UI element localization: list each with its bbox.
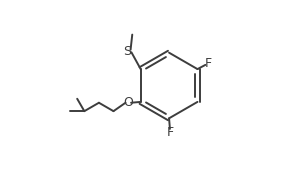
Text: O: O: [123, 96, 133, 109]
Text: F: F: [205, 57, 212, 70]
Text: F: F: [166, 126, 174, 139]
Text: S: S: [123, 45, 131, 58]
